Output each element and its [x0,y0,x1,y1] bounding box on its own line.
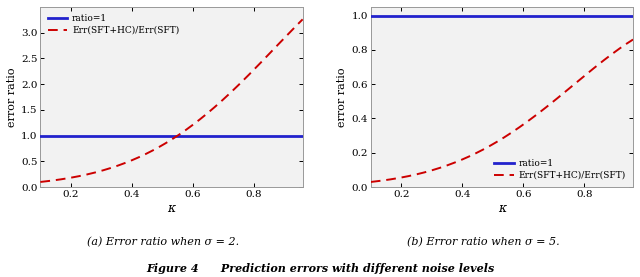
Legend: ratio=1, Err(SFT+HC)/Err(SFT): ratio=1, Err(SFT+HC)/Err(SFT) [492,157,628,183]
Err(SFT+HC)/Err(SFT) [367,180,374,184]
X-axis label: κ: κ [168,202,175,215]
Err(SFT+HC)/Err(SFT) [104,167,111,171]
Err(SFT+HC)/Err(SFT) [486,144,493,148]
Err(SFT+HC)/Err(SFT) [564,88,572,91]
Err(SFT+HC)/Err(SFT) [435,167,442,170]
Y-axis label: error ratio: error ratio [7,67,17,127]
Err(SFT+HC)/Err(SFT) [234,84,242,87]
Err(SFT+HC)/Err(SFT) [155,145,163,149]
Err(SFT+HC)/Err(SFT) [542,106,550,109]
Line: Err(SFT+HC)/Err(SFT): Err(SFT+HC)/Err(SFT) [40,19,303,182]
Err(SFT+HC)/Err(SFT) [191,122,199,125]
Text: Figure 4  Prediction errors with different noise levels: Figure 4 Prediction errors with differen… [146,263,494,274]
Err(SFT+HC)/Err(SFT) [212,105,220,108]
Legend: ratio=1, Err(SFT+HC)/Err(SFT): ratio=1, Err(SFT+HC)/Err(SFT) [45,11,182,38]
Line: Err(SFT+HC)/Err(SFT): Err(SFT+HC)/Err(SFT) [371,40,633,182]
Err(SFT+HC)/Err(SFT) [83,173,91,176]
Text: (b) Error ratio when σ = 5.: (b) Error ratio when σ = 5. [407,237,559,247]
Err(SFT+HC)/Err(SFT) [413,173,421,176]
Err(SFT+HC)/Err(SFT) [36,180,44,184]
Err(SFT+HC)/Err(SFT) [299,18,307,21]
Err(SFT+HC)/Err(SFT) [522,121,529,125]
Y-axis label: error ratio: error ratio [337,67,348,127]
Text: (a) Error ratio when σ = 2.: (a) Error ratio when σ = 2. [87,237,239,247]
Err(SFT+HC)/Err(SFT) [629,38,637,41]
X-axis label: κ: κ [498,202,506,215]
